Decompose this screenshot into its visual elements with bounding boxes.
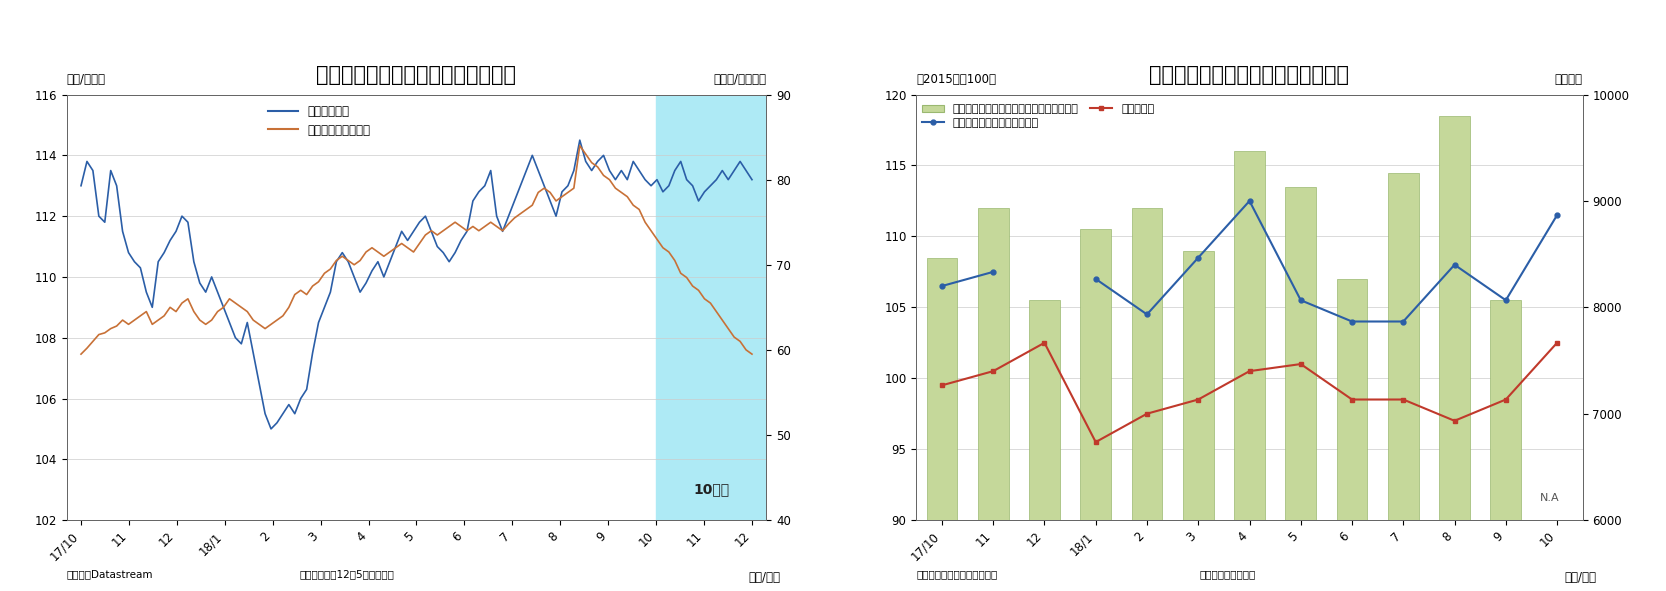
ドバイ原油（右軸） (741, 350, 761, 358)
ドル円レート (262, 426, 282, 433)
建設財出荷 (1291, 361, 1311, 368)
ドル円レート (593, 152, 613, 159)
Text: （2015年＝100）: （2015年＝100） (916, 73, 996, 86)
Line: 建設財出荷: 建設財出荷 (940, 340, 1559, 444)
ドル円レート (338, 258, 358, 265)
Title: （図表５）設備投資関連指標の動向: （図表５）設備投資関連指標の動向 (1150, 64, 1349, 85)
ドル円レート (255, 410, 275, 417)
ドル円レート (570, 137, 590, 144)
Bar (1131, 208, 1163, 591)
Bar (656, 95, 766, 520)
Bar (1439, 116, 1469, 591)
Text: （注）直近は12月5日時点まで: （注）直近は12月5日時点まで (300, 569, 395, 579)
ドル円レート (510, 182, 530, 189)
建設財出荷 (1444, 417, 1464, 424)
建設財出荷 (931, 382, 951, 389)
Text: 10月～: 10月～ (693, 482, 730, 496)
Legend: ドル円レート, ドバイ原油（右軸）: ドル円レート, ドバイ原油（右軸） (268, 105, 370, 137)
Title: （図表４）円相場と原油価格の推移: （図表４）円相場と原油価格の推移 (317, 64, 516, 85)
建設財出荷 (1035, 339, 1055, 346)
建設財出荷 (1086, 439, 1106, 446)
建設財出荷 (983, 368, 1003, 375)
ドル円レート (148, 258, 168, 265)
ドバイ原油（右軸） (570, 142, 590, 149)
Legend: 機械受注（船舶・電力を除く民需、右軸）, 資本財出荷（除．輸送機械）, 建設財出荷: 機械受注（船舶・電力を除く民需、右軸）, 資本財出荷（除．輸送機械）, 建設財出… (921, 105, 1155, 128)
ドバイ原油（右軸） (588, 163, 608, 170)
Bar (1030, 300, 1060, 591)
Line: ドル円レート: ドル円レート (82, 140, 751, 429)
Text: （ドル/バレル）: （ドル/バレル） (713, 73, 766, 86)
ドル円レート (741, 176, 761, 183)
建設財出荷 (1188, 396, 1208, 403)
ドル円レート (72, 182, 92, 189)
Bar (1491, 300, 1521, 591)
建設財出荷 (1496, 396, 1516, 403)
建設財出荷 (1240, 368, 1259, 375)
ドバイ原油（右軸） (72, 350, 92, 358)
Bar (978, 208, 1008, 591)
Bar (1286, 187, 1316, 591)
Bar (1336, 279, 1368, 591)
建設財出荷 (1136, 410, 1156, 417)
建設財出荷 (1393, 396, 1413, 403)
Text: （円/ドル）: （円/ドル） (67, 73, 105, 86)
資本財出荷（除．輸送機械） (983, 268, 1003, 275)
Text: N.A: N.A (1539, 493, 1559, 503)
Text: （注）季節調整済み: （注）季節調整済み (1200, 569, 1256, 579)
建設財出荷 (1343, 396, 1363, 403)
Line: ドバイ原油（右軸）: ドバイ原油（右軸） (82, 145, 751, 354)
ドバイ原油（右軸） (332, 253, 352, 260)
ドバイ原油（右軸） (148, 317, 168, 324)
ドル円レート (267, 419, 287, 426)
Bar (1080, 229, 1111, 591)
Bar (1183, 251, 1213, 591)
ドバイ原油（右軸） (505, 215, 525, 222)
Text: （年/月）: （年/月） (1564, 571, 1596, 584)
建設財出荷 (1548, 339, 1568, 346)
Bar (1388, 173, 1419, 591)
ドバイ原油（右軸） (255, 325, 275, 332)
Line: 資本財出荷（除．輸送機械）: 資本財出荷（除．輸送機械） (940, 269, 996, 288)
Bar (926, 258, 958, 591)
Bar (1235, 151, 1264, 591)
Text: （資料）Datastream: （資料）Datastream (67, 569, 153, 579)
資本財出荷（除．輸送機械） (931, 282, 951, 290)
Text: （資料）経済産業省、内閣府: （資料）経済産業省、内閣府 (916, 569, 998, 579)
ドバイ原油（右軸） (262, 321, 282, 328)
Text: （億円）: （億円） (1554, 73, 1583, 86)
Text: （年/月）: （年/月） (748, 571, 780, 584)
